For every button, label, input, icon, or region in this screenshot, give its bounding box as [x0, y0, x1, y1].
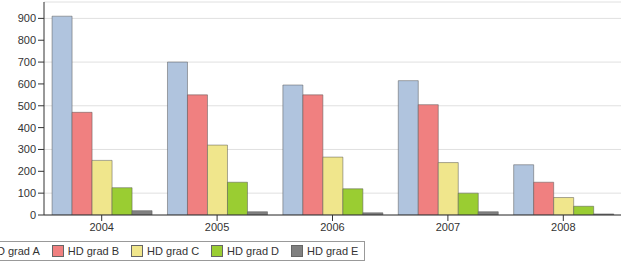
html-text:HD grad C: HD grad C: [147, 245, 200, 257]
svg-text:0: 0: [30, 209, 36, 221]
svg-text:400: 400: [18, 122, 36, 134]
html-text:HD grad E: HD grad E: [307, 245, 359, 257]
svg-text:600: 600: [18, 78, 36, 90]
svg-text:500: 500: [18, 100, 36, 112]
svg-text:900: 900: [18, 12, 36, 24]
svg-text:700: 700: [18, 56, 36, 68]
svg-text:2005: 2005: [205, 221, 229, 233]
svg-text:300: 300: [18, 143, 36, 155]
svg-text:2004: 2004: [89, 221, 113, 233]
svg-text:2008: 2008: [551, 221, 575, 233]
html-text:HD grad D: HD grad D: [227, 245, 279, 257]
svg-text:100: 100: [18, 187, 36, 199]
svg-text:2006: 2006: [320, 221, 344, 233]
svg-text:200: 200: [18, 165, 36, 177]
html-text:HD grad B: HD grad B: [67, 245, 120, 257]
svg-text:2007: 2007: [436, 221, 460, 233]
svg-text:800: 800: [18, 34, 36, 46]
